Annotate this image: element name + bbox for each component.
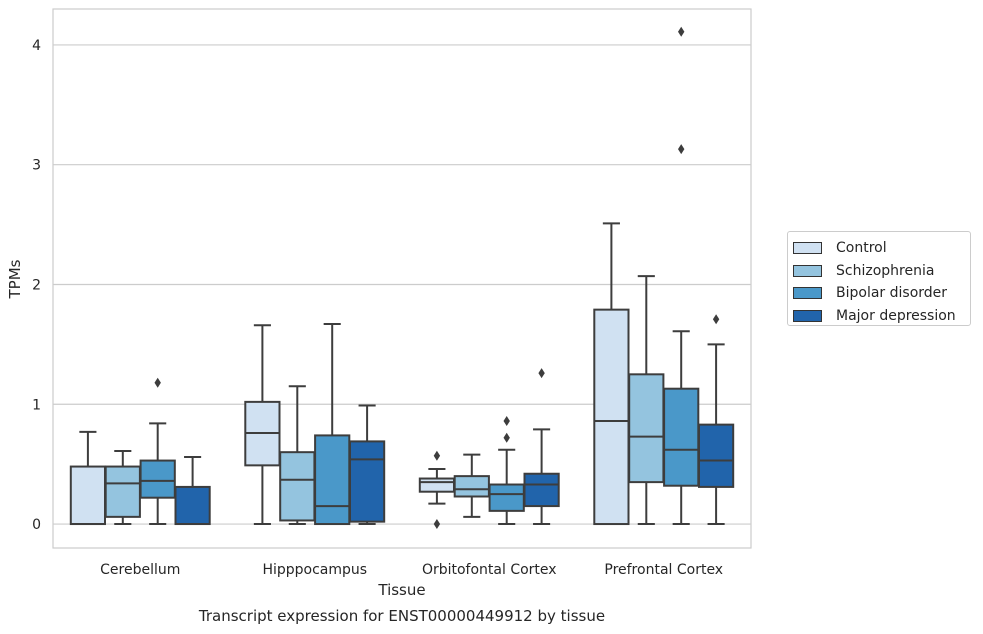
legend-swatch <box>793 242 822 255</box>
x-axis-title: Tissue <box>377 581 425 599</box>
outlier-marker <box>678 144 685 155</box>
box-iqr <box>488 483 525 512</box>
legend-label: Major depression <box>836 307 956 324</box>
box-iqr <box>174 485 211 526</box>
x-tick-label: Hipppocampus <box>262 562 367 578</box>
legend-label: Control <box>836 240 887 257</box>
legend: Control Schizophrenia Bipolar disorder Majo… <box>787 231 971 326</box>
legend-item: Bipolar disorder <box>793 282 970 305</box>
x-tick-label: Prefrontal Cortex <box>604 562 723 578</box>
legend-swatch <box>793 264 822 277</box>
box-orbitofontal-cortex <box>453 453 490 518</box>
legend-label: Schizophrenia <box>836 262 935 279</box>
box-hipppocampus <box>314 323 351 526</box>
box-prefrontal-cortex <box>628 275 665 526</box>
legend-item: Major depression <box>793 305 970 328</box>
box-iqr <box>663 387 700 487</box>
box-hipppocampus <box>279 385 316 526</box>
box-orbitofontal-cortex <box>418 450 456 530</box>
y-axis-title: TPMs <box>6 259 24 299</box>
box-iqr <box>697 423 735 488</box>
box-hipppocampus <box>348 404 386 526</box>
box-iqr <box>279 451 316 522</box>
box-cerebellum <box>139 377 176 526</box>
series-major-depression <box>174 314 735 526</box>
plot-area-frame <box>52 8 752 549</box>
outlier-marker <box>712 314 720 325</box>
legend-item: Control <box>793 237 970 260</box>
series-schizophrenia <box>104 275 665 526</box>
outlier-marker <box>433 519 441 530</box>
y-tick-label: 0 <box>32 517 41 533</box>
box-hipppocampus <box>244 324 281 526</box>
y-axis-ticks: 0 1 2 3 4 <box>32 38 41 533</box>
box-iqr <box>69 465 107 526</box>
y-tick-label: 2 <box>32 277 41 293</box>
x-axis-ticks: Cerebellum Hipppocampus Orbitofontal Corte… <box>100 562 723 578</box>
box-cerebellum <box>174 455 211 526</box>
box-iqr <box>139 459 176 499</box>
box-cerebellum <box>69 430 107 526</box>
box-iqr <box>418 477 456 493</box>
box-iqr <box>314 434 351 526</box>
chart-title: Transcript expression for ENST0000044991… <box>198 607 605 625</box>
box-cerebellum <box>104 449 141 526</box>
outlier-marker <box>538 368 545 379</box>
box-iqr <box>104 465 141 518</box>
outlier-marker <box>154 377 161 388</box>
series-bipolar-disorder <box>139 26 700 526</box>
box-iqr <box>348 440 386 523</box>
x-tick-label: Cerebellum <box>100 562 180 578</box>
legend-label: Bipolar disorder <box>836 285 948 302</box>
y-tick-label: 3 <box>32 158 41 174</box>
legend-swatch <box>793 287 822 300</box>
box-iqr <box>628 373 665 484</box>
box-prefrontal-cortex <box>663 26 700 526</box>
outlier-marker <box>678 26 685 37</box>
box-iqr <box>593 308 630 526</box>
box-iqr <box>453 475 490 498</box>
box-prefrontal-cortex <box>697 314 735 526</box>
box-iqr <box>523 472 560 508</box>
outlier-marker <box>503 432 510 443</box>
box-orbitofontal-cortex <box>523 368 560 526</box>
outlier-marker <box>433 450 441 461</box>
box-series <box>69 26 735 530</box>
outlier-marker <box>503 416 510 427</box>
y-tick-label: 1 <box>32 397 41 413</box>
series-control <box>69 222 630 530</box>
box-orbitofontal-cortex <box>488 416 525 526</box>
y-tick-label: 4 <box>32 38 41 54</box>
box-prefrontal-cortex <box>593 222 630 526</box>
x-tick-label: Orbitofontal Cortex <box>422 562 557 578</box>
legend-item: Schizophrenia <box>793 260 970 283</box>
legend-swatch <box>793 309 822 322</box>
